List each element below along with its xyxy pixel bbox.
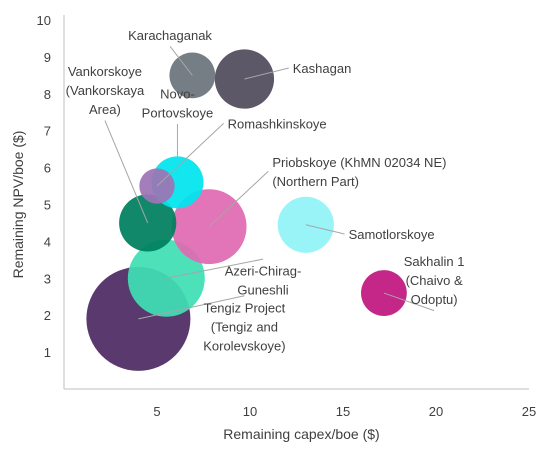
y-tick-label: 3 [44,271,51,286]
x-tick-label: 15 [336,404,350,419]
x-axis-label: Remaining capex/boe ($) [223,426,379,442]
leader-line [383,292,435,312]
y-tick-labels: 1 2 3 4 5 6 7 8 9 10 [37,13,51,360]
bubble-label: Priobskoye (KhMN 02034 NE) (Northern Part… [272,155,446,189]
leader-line [156,122,225,187]
bubble-label-line: (Vankorskaya [66,83,145,98]
bubble-label-line: Sakhalin 1 [404,254,465,269]
bubble-label-line: Novo- [160,87,195,102]
y-tick-label: 9 [44,50,51,65]
bubble-label-line: Samotlorskoye [349,227,435,242]
bubble-label-line: Vankorskoye [68,64,142,79]
bubble-label: Novo- Portovskoye [142,87,214,121]
y-tick-label: 4 [44,234,51,249]
x-tick-label: 10 [243,404,257,419]
bubble-label: Sakhalin 1 (Chaivo & Odoptu) [404,254,465,307]
bubble-label-line: Area) [89,102,121,117]
bubble-label-line: Karachaganak [128,28,212,43]
bubble-label: Samotlorskoye [349,227,435,242]
bubble-label-line: Kashagan [293,61,352,76]
bubble-label: Karachaganak [128,28,212,43]
leader-line [166,258,264,279]
y-tick-label: 6 [44,161,51,176]
leader-line [104,120,149,224]
bubble-label: Kashagan [293,61,352,76]
bubble-label-line: Azeri-Chirag- [225,264,302,279]
bubble-label-line: Tengiz Project [204,300,286,315]
leader-line [208,170,269,228]
x-tick-label: 20 [429,404,443,419]
bubble-label: Vankorskoye (Vankorskaya Area) [66,64,145,117]
y-axis-label: Remaining NPV/boe ($) [10,131,26,279]
bubble-label-line: Portovskoye [142,106,214,121]
x-tick-label: 5 [153,404,160,419]
y-tick-label: 5 [44,198,51,213]
bubble-label: Azeri-Chirag- Guneshli [225,264,302,298]
bubble-label-layer: Tengiz Project (Tengiz and Korolevskoye) Az… [66,28,465,354]
bubble-label-line: Romashkinskoye [228,116,327,131]
bubble-label: Romashkinskoye [228,116,327,131]
leader-line [244,67,289,80]
y-tick-label: 1 [44,345,51,360]
bubble [171,189,247,265]
bubble-label-line: Korolevskoye) [203,338,285,353]
leader-line [169,45,193,76]
bubble-label-line: (Chaivo & [406,273,463,288]
bubble-label-line: (Tengiz and [211,319,278,334]
y-tick-label: 8 [44,87,51,102]
y-tick-label: 7 [44,124,51,139]
bubble-label-line: (Northern Part) [272,174,359,189]
bubble-label-line: Guneshli [237,283,288,298]
y-tick-label: 10 [37,13,51,28]
bubble-label-line: Odoptu) [411,292,458,307]
bubble-label: Tengiz Project (Tengiz and Korolevskoye) [203,300,285,353]
bubble-label-line: Priobskoye (KhMN 02034 NE) [272,155,446,170]
leader-line [305,224,345,235]
y-tick-label: 2 [44,308,51,323]
x-tick-label: 25 [522,404,536,419]
x-tick-labels: 5 10 15 20 25 [153,404,536,419]
leader-line-layer [104,45,435,320]
leader-line [138,295,245,320]
